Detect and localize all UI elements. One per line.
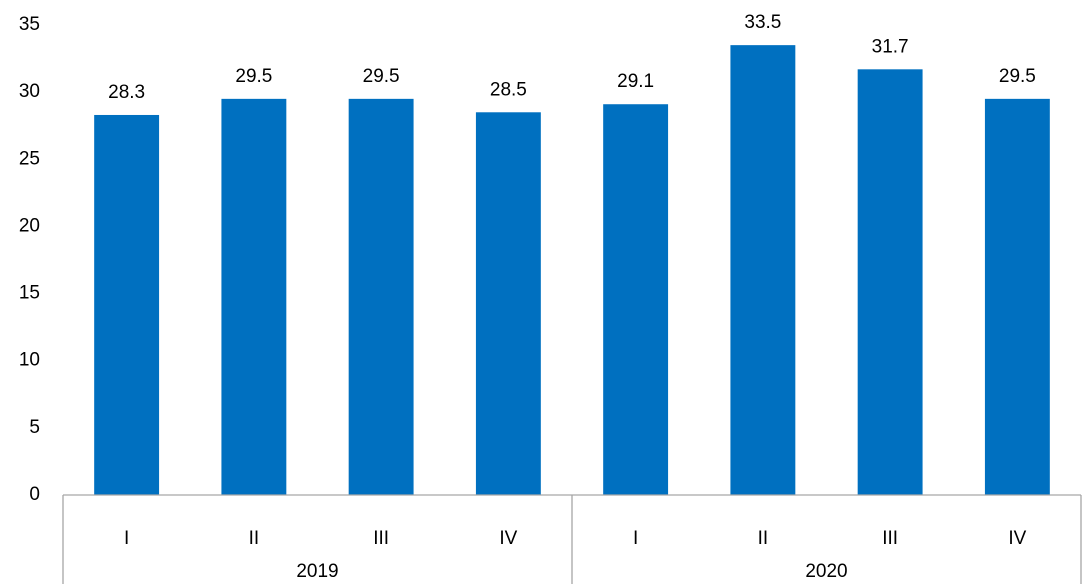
x-tick-label: I <box>124 528 129 549</box>
y-tick-label: 10 <box>19 350 40 371</box>
group-label: 2020 <box>805 561 847 582</box>
bar <box>603 104 669 495</box>
bar <box>730 45 796 496</box>
y-tick-label: 15 <box>19 283 40 304</box>
x-tick-label: II <box>758 528 769 549</box>
data-label: 29.5 <box>999 66 1036 87</box>
y-tick-label: 0 <box>29 484 40 505</box>
data-label: 31.7 <box>872 36 909 57</box>
y-tick-label: 5 <box>29 417 40 438</box>
y-tick-label: 35 <box>19 14 40 35</box>
x-tick-label: III <box>882 528 898 549</box>
y-tick-label: 25 <box>19 148 40 169</box>
bar <box>94 114 160 495</box>
bar <box>348 98 414 495</box>
bar <box>221 98 287 495</box>
x-tick-label: IV <box>1008 528 1026 549</box>
x-tick-label: IV <box>499 528 517 549</box>
x-tick-label: III <box>373 528 389 549</box>
bar <box>857 69 923 496</box>
x-tick-label: II <box>249 528 260 549</box>
group-label: 2019 <box>296 561 338 582</box>
y-tick-label: 20 <box>19 215 40 236</box>
x-tick-label: I <box>633 528 638 549</box>
y-tick-label: 30 <box>19 81 40 102</box>
data-label: 33.5 <box>744 12 781 33</box>
data-label: 29.5 <box>363 66 400 87</box>
data-label: 29.5 <box>235 66 272 87</box>
bar <box>984 98 1050 495</box>
bar <box>475 112 541 496</box>
data-label: 28.3 <box>108 82 145 103</box>
data-label: 28.5 <box>490 79 527 100</box>
data-label: 29.1 <box>617 71 654 92</box>
